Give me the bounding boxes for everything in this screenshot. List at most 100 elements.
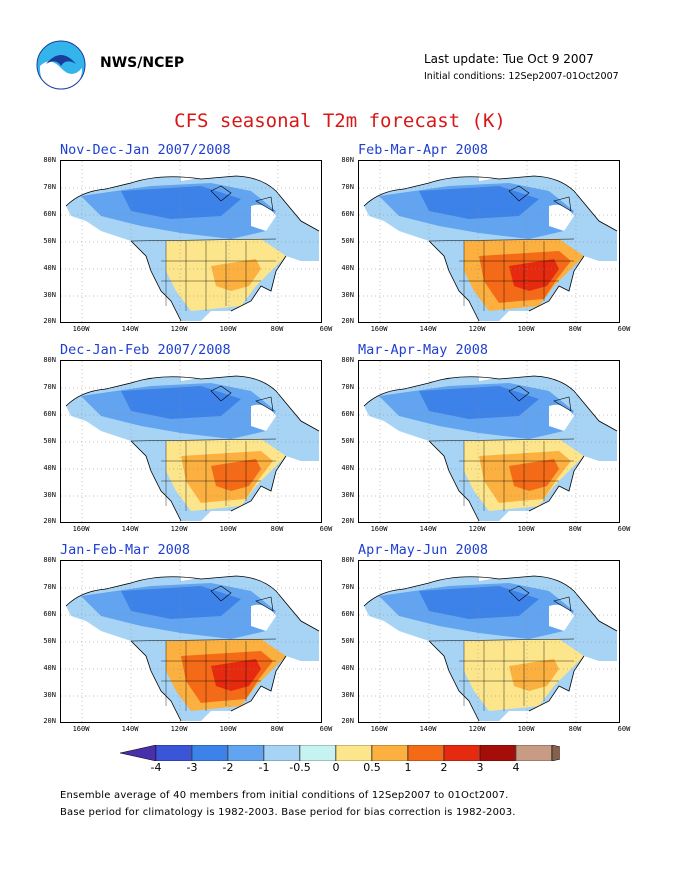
colorbar-low-triangle [120, 745, 157, 761]
lat-label: 20N [341, 317, 354, 326]
lat-label: 30N [341, 690, 354, 699]
lat-label: 60N [341, 609, 354, 618]
lon-label: 80W [568, 725, 582, 733]
lon-label: 60W [617, 525, 631, 533]
lat-label: 70N [43, 582, 56, 591]
last-update: Last update: Tue Oct 9 2007 [424, 52, 594, 66]
colorbar-label: -3 [186, 761, 198, 774]
lon-label: 140W [419, 725, 437, 733]
lon-label: 60W [319, 525, 333, 533]
lat-label: 30N [43, 290, 56, 299]
lat-label: 40N [341, 663, 354, 672]
lon-label: 100W [517, 725, 535, 733]
page-title: CFS seasonal T2m forecast (K) [174, 110, 506, 132]
initial-conditions: Initial conditions: 12Sep2007-01Oct2007 [424, 71, 619, 82]
lat-label: 50N [341, 236, 354, 245]
colorbar-swatch [155, 745, 192, 761]
lon-label: 80W [270, 725, 284, 733]
lon-label: 140W [121, 525, 139, 533]
lon-label: 80W [270, 325, 284, 333]
lon-label: 60W [617, 325, 631, 333]
panel-title-2: Feb-Mar-Apr 2008 [358, 142, 489, 158]
lon-label: 140W [121, 325, 139, 333]
panel-title-3: Dec-Jan-Feb 2007/2008 [60, 342, 231, 358]
colorbar-swatch [191, 745, 228, 761]
colorbar-swatch [479, 745, 516, 761]
colorbar-label: 4 [512, 761, 520, 774]
lon-label: 100W [517, 525, 535, 533]
lon-label: 80W [270, 525, 284, 533]
forecast-map-2 [358, 160, 620, 323]
lon-label: 120W [468, 325, 486, 333]
lat-label: 70N [43, 382, 56, 391]
lon-label: 60W [319, 725, 333, 733]
lon-label: 140W [419, 525, 437, 533]
lon-label: 120W [468, 525, 486, 533]
lat-label: 70N [341, 182, 354, 191]
lon-label: 100W [517, 325, 535, 333]
lon-label: 140W [121, 725, 139, 733]
lon-label: 100W [219, 725, 237, 733]
lat-label: 40N [43, 263, 56, 272]
lon-label: 140W [419, 325, 437, 333]
footer-line-1: Ensemble average of 40 members from init… [60, 790, 509, 801]
colorbar-label: 2 [440, 761, 448, 774]
lat-label: 50N [341, 436, 354, 445]
panel-title-1: Nov-Dec-Jan 2007/2008 [60, 142, 231, 158]
forecast-map-1 [60, 160, 322, 323]
lat-label: 50N [43, 436, 56, 445]
lon-label: 60W [319, 325, 333, 333]
lat-label: 50N [43, 236, 56, 245]
lat-label: 80N [43, 156, 56, 164]
noaa-logo [36, 40, 86, 90]
lat-label: 20N [43, 717, 56, 726]
lon-label: 120W [170, 325, 188, 333]
lat-label: 70N [341, 382, 354, 391]
lat-label: 20N [43, 517, 56, 526]
lat-label: 80N [341, 156, 354, 164]
lat-label: 20N [341, 517, 354, 526]
lat-label: 50N [341, 636, 354, 645]
lon-label: 160W [72, 525, 90, 533]
lat-label: 60N [341, 209, 354, 218]
colorbar-swatch [335, 745, 372, 761]
lat-label: 60N [43, 409, 56, 418]
org-name: NWS/NCEP [100, 55, 185, 71]
colorbar-label: 3 [476, 761, 484, 774]
lat-label: 70N [43, 182, 56, 191]
colorbar-label: 1 [404, 761, 412, 774]
lat-label: 40N [341, 463, 354, 472]
lat-label: 50N [43, 636, 56, 645]
lat-label: 30N [43, 690, 56, 699]
lat-label: 30N [43, 490, 56, 499]
lat-label: 30N [341, 290, 354, 299]
lat-label: 60N [341, 409, 354, 418]
forecast-map-3 [60, 360, 322, 523]
lon-label: 100W [219, 525, 237, 533]
panel-title-5: Jan-Feb-Mar 2008 [60, 542, 191, 558]
lon-label: 100W [219, 325, 237, 333]
panel-title-6: Apr-May-Jun 2008 [358, 542, 489, 558]
lat-label: 20N [43, 317, 56, 326]
colorbar-swatch [299, 745, 336, 761]
lon-label: 120W [468, 725, 486, 733]
colorbar-swatch [371, 745, 408, 761]
lat-label: 40N [43, 463, 56, 472]
lon-label: 120W [170, 525, 188, 533]
lat-label: 40N [43, 663, 56, 672]
lat-label: 80N [43, 556, 56, 564]
forecast-map-4 [358, 360, 620, 523]
lon-label: 160W [370, 725, 388, 733]
lat-label: 20N [341, 717, 354, 726]
lat-label: 80N [341, 556, 354, 564]
colorbar [120, 745, 560, 761]
lat-label: 70N [341, 582, 354, 591]
lat-label: 30N [341, 490, 354, 499]
lat-label: 40N [341, 263, 354, 272]
lon-label: 160W [72, 325, 90, 333]
colorbar-label: -0.5 [289, 761, 311, 774]
colorbar-swatch [407, 745, 444, 761]
lon-label: 120W [170, 725, 188, 733]
colorbar-high-triangle [551, 745, 560, 761]
footer-line-2: Base period for climatology is 1982-2003… [60, 807, 516, 818]
